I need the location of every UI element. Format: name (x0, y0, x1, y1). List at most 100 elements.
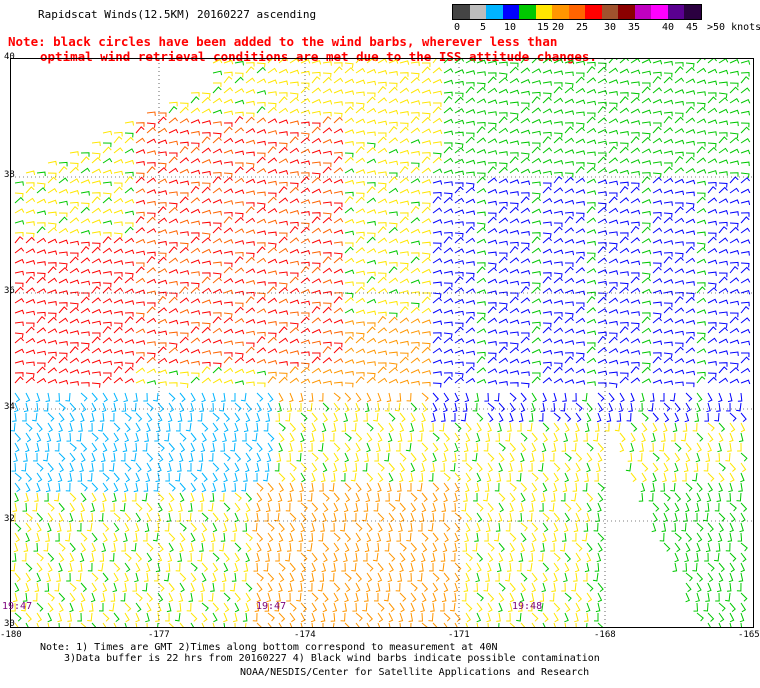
wind-barb (443, 146, 453, 154)
wind-barb (232, 432, 237, 442)
wind-barb (696, 146, 706, 154)
wind-barb (300, 351, 310, 356)
wind-barb (58, 462, 64, 473)
wind-barb (245, 357, 256, 364)
wind-barb (692, 472, 698, 482)
wind-barb (157, 116, 167, 124)
legend-swatch (634, 5, 651, 19)
wind-barb (399, 592, 407, 602)
lon-label: -165 (738, 630, 760, 640)
wind-barb (58, 200, 68, 206)
wind-barb (190, 372, 200, 378)
wind-barb (168, 179, 179, 185)
wind-barb (716, 402, 721, 412)
wind-barb (274, 512, 280, 522)
wind-barb (597, 622, 604, 627)
wind-barb (696, 130, 707, 135)
wind-barb (311, 71, 321, 77)
wind-barb (443, 270, 453, 276)
wind-barb (333, 392, 341, 402)
wind-barb (608, 359, 619, 365)
wind-barb (542, 197, 553, 204)
wind-barb (318, 442, 324, 452)
wind-barb (188, 592, 194, 602)
wind-barb (410, 369, 421, 374)
wind-barb (200, 532, 206, 543)
wind-barb (267, 106, 277, 114)
wind-barb (608, 402, 614, 413)
wind-barb (47, 602, 54, 613)
wind-barb (333, 62, 343, 67)
wind-barb (432, 622, 438, 627)
wind-barb (549, 452, 555, 462)
wind-barb (80, 532, 88, 542)
wind-barb (531, 59, 541, 64)
wind-barb (135, 266, 145, 274)
wind-barb (212, 432, 217, 443)
wind-barb (168, 292, 178, 298)
wind-barb (234, 318, 245, 324)
wind-barb (322, 602, 328, 613)
wind-barb (685, 90, 696, 95)
wind-barb (311, 110, 321, 116)
wind-barb (630, 392, 635, 403)
wind-barb (718, 226, 728, 234)
color-legend: 0 5 10 15 20 25 30 35 40 45 >50 knots (452, 4, 760, 34)
wind-barb (179, 196, 189, 204)
wind-barb (410, 502, 417, 513)
wind-barb (91, 622, 97, 627)
wind-barb (454, 271, 464, 277)
wind-barb (79, 602, 84, 613)
wind-barb (399, 462, 406, 473)
wind-barb (399, 111, 409, 116)
wind-barb (707, 532, 713, 543)
wind-barb (553, 288, 564, 294)
wind-barb (575, 201, 585, 206)
wind-barb (542, 532, 547, 543)
wind-barb (245, 162, 255, 168)
wind-barb (125, 222, 134, 228)
wind-barb (432, 168, 443, 174)
wind-barb (267, 247, 277, 254)
wind-barb (146, 329, 157, 334)
wind-barb (740, 542, 748, 552)
wind-barb (630, 377, 641, 384)
wind-barb (597, 230, 608, 235)
wind-barb (443, 482, 450, 493)
wind-barb (212, 148, 223, 154)
wind-barb (718, 522, 724, 533)
wind-barb (80, 358, 91, 364)
wind-barb (366, 158, 377, 164)
lat-lon-grid (11, 59, 753, 627)
wind-barb (707, 361, 717, 366)
wind-barb (619, 68, 630, 74)
wind-barb (597, 140, 608, 146)
wind-barb (454, 287, 465, 294)
wind-barb (498, 306, 508, 314)
wind-barb (190, 220, 201, 226)
wind-barb (421, 412, 426, 423)
wind-barb (681, 522, 687, 532)
wind-barb (377, 562, 384, 572)
wind-barb (319, 572, 325, 582)
wind-barb (641, 412, 649, 422)
wind-barb (388, 187, 399, 194)
wind-barb (25, 472, 33, 482)
wind-barb (553, 148, 564, 154)
wind-barb (333, 532, 341, 542)
wind-barb (113, 287, 124, 294)
wind-barb (168, 358, 179, 364)
wind-barb (47, 316, 57, 324)
wind-barb (366, 326, 376, 334)
wind-barb (14, 432, 22, 442)
wind-barb (267, 219, 278, 225)
wind-barb (278, 236, 288, 244)
wind-barb (586, 252, 596, 258)
wind-barb (399, 126, 409, 134)
wind-barb (476, 82, 486, 88)
wind-barb (333, 241, 343, 246)
wind-barb (198, 592, 204, 602)
wind-barb (278, 208, 289, 214)
wind-barb (112, 442, 118, 453)
wind-barb (234, 402, 242, 412)
